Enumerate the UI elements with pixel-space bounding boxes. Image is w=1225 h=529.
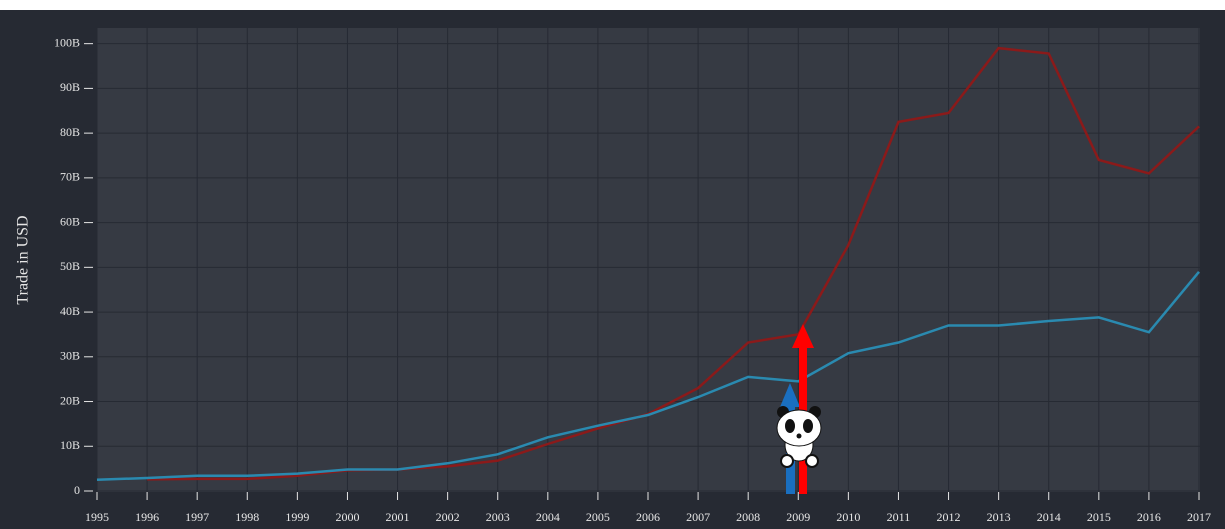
x-tick-label: 2016 xyxy=(1137,510,1161,524)
y-tick-label: 40B xyxy=(60,304,80,318)
y-tick-label: 90B xyxy=(60,80,80,94)
x-tick-label: 2002 xyxy=(436,510,460,524)
x-tick-label: 2005 xyxy=(586,510,610,524)
y-tick-label: 60B xyxy=(60,214,80,228)
x-tick-label: 2000 xyxy=(335,510,359,524)
y-tick-label: 50B xyxy=(60,259,80,273)
x-tick-label: 1996 xyxy=(135,510,159,524)
lines xyxy=(96,46,1200,482)
y-tick-label: 80B xyxy=(60,125,80,139)
x-tick-label: 2012 xyxy=(937,510,961,524)
y-tick-label: 100B xyxy=(54,35,80,49)
x-tick-label: 1997 xyxy=(185,510,209,524)
series-line xyxy=(147,46,1200,481)
x-tick-label: 1998 xyxy=(235,510,259,524)
x-tick-label: 1995 xyxy=(85,510,109,524)
decoration xyxy=(776,324,822,494)
x-tick-label: 2001 xyxy=(386,510,410,524)
x-tick-label: 2009 xyxy=(786,510,810,524)
x-tick-label: 2003 xyxy=(486,510,510,524)
red-arrow-head xyxy=(792,324,814,348)
x-tick-label: 2004 xyxy=(536,510,560,524)
x-tick-label: 2007 xyxy=(686,510,710,524)
y-tick-label: 30B xyxy=(60,349,80,363)
y-axis-label: Trade in USD xyxy=(15,215,32,304)
x-tick-label: 2015 xyxy=(1087,510,1111,524)
grid xyxy=(96,28,1200,492)
x-tick-label: 2017 xyxy=(1187,510,1211,524)
blue-arrow-head xyxy=(780,383,800,407)
series-line xyxy=(96,271,1200,482)
y-tick-label: 0 xyxy=(74,483,80,497)
x-tick-label: 1999 xyxy=(285,510,309,524)
y-tick-label: 10B xyxy=(60,438,80,452)
x-tick-label: 2014 xyxy=(1037,510,1061,524)
x-tick-label: 2010 xyxy=(836,510,860,524)
y-tick-label: 20B xyxy=(60,393,80,407)
x-tick-label: 2008 xyxy=(736,510,760,524)
y-tick-label: 70B xyxy=(60,170,80,184)
x-tick-label: 2006 xyxy=(636,510,660,524)
x-tick-label: 2011 xyxy=(887,510,911,524)
panda xyxy=(776,406,822,468)
x-tick-label: 2013 xyxy=(987,510,1011,524)
